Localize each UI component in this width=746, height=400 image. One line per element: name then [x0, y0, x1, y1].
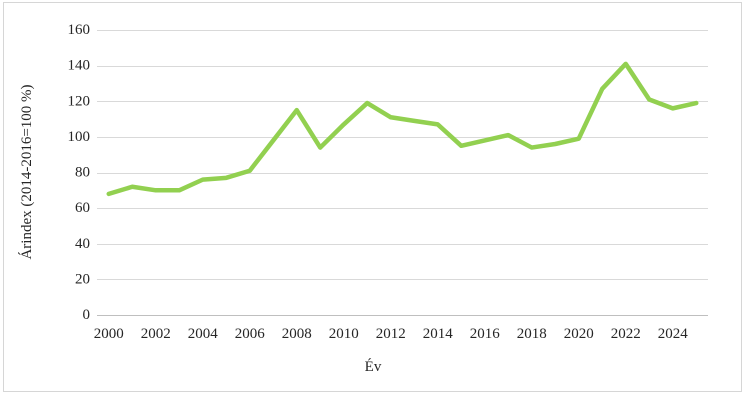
x-tick-label: 2008	[282, 326, 312, 342]
y-tick-label: 140	[68, 58, 91, 74]
y-tick-label: 60	[75, 200, 90, 216]
x-tick-label: 2024	[658, 326, 689, 342]
x-axis-title: Év	[364, 359, 382, 375]
y-tick-label: 40	[75, 236, 90, 252]
price-index-line	[106, 61, 699, 197]
x-tick-label: 2010	[329, 326, 359, 342]
x-tick-label: 2000	[94, 326, 124, 342]
x-tick-label: 2018	[517, 326, 547, 342]
x-tick-label: 2004	[188, 326, 219, 342]
y-tick-label: 20	[75, 271, 90, 287]
x-tick-label: 2002	[141, 326, 171, 342]
y-tick-label: 80	[75, 165, 90, 181]
y-axis-title: Árindex (2014-2016=100 %)	[19, 84, 35, 260]
y-tick-label: 120	[68, 93, 91, 109]
x-tick-label: 2020	[564, 326, 594, 342]
y-tick-label: 0	[83, 307, 91, 323]
x-tick-label: 2012	[376, 326, 406, 342]
x-tick-label: 2014	[423, 326, 454, 342]
x-tick-label: 2006	[235, 326, 266, 342]
x-tick-label: 2022	[611, 326, 641, 342]
x-tick-label: 2016	[470, 326, 501, 342]
y-tick-label: 100	[68, 129, 91, 145]
y-tick-label: 160	[68, 22, 91, 38]
